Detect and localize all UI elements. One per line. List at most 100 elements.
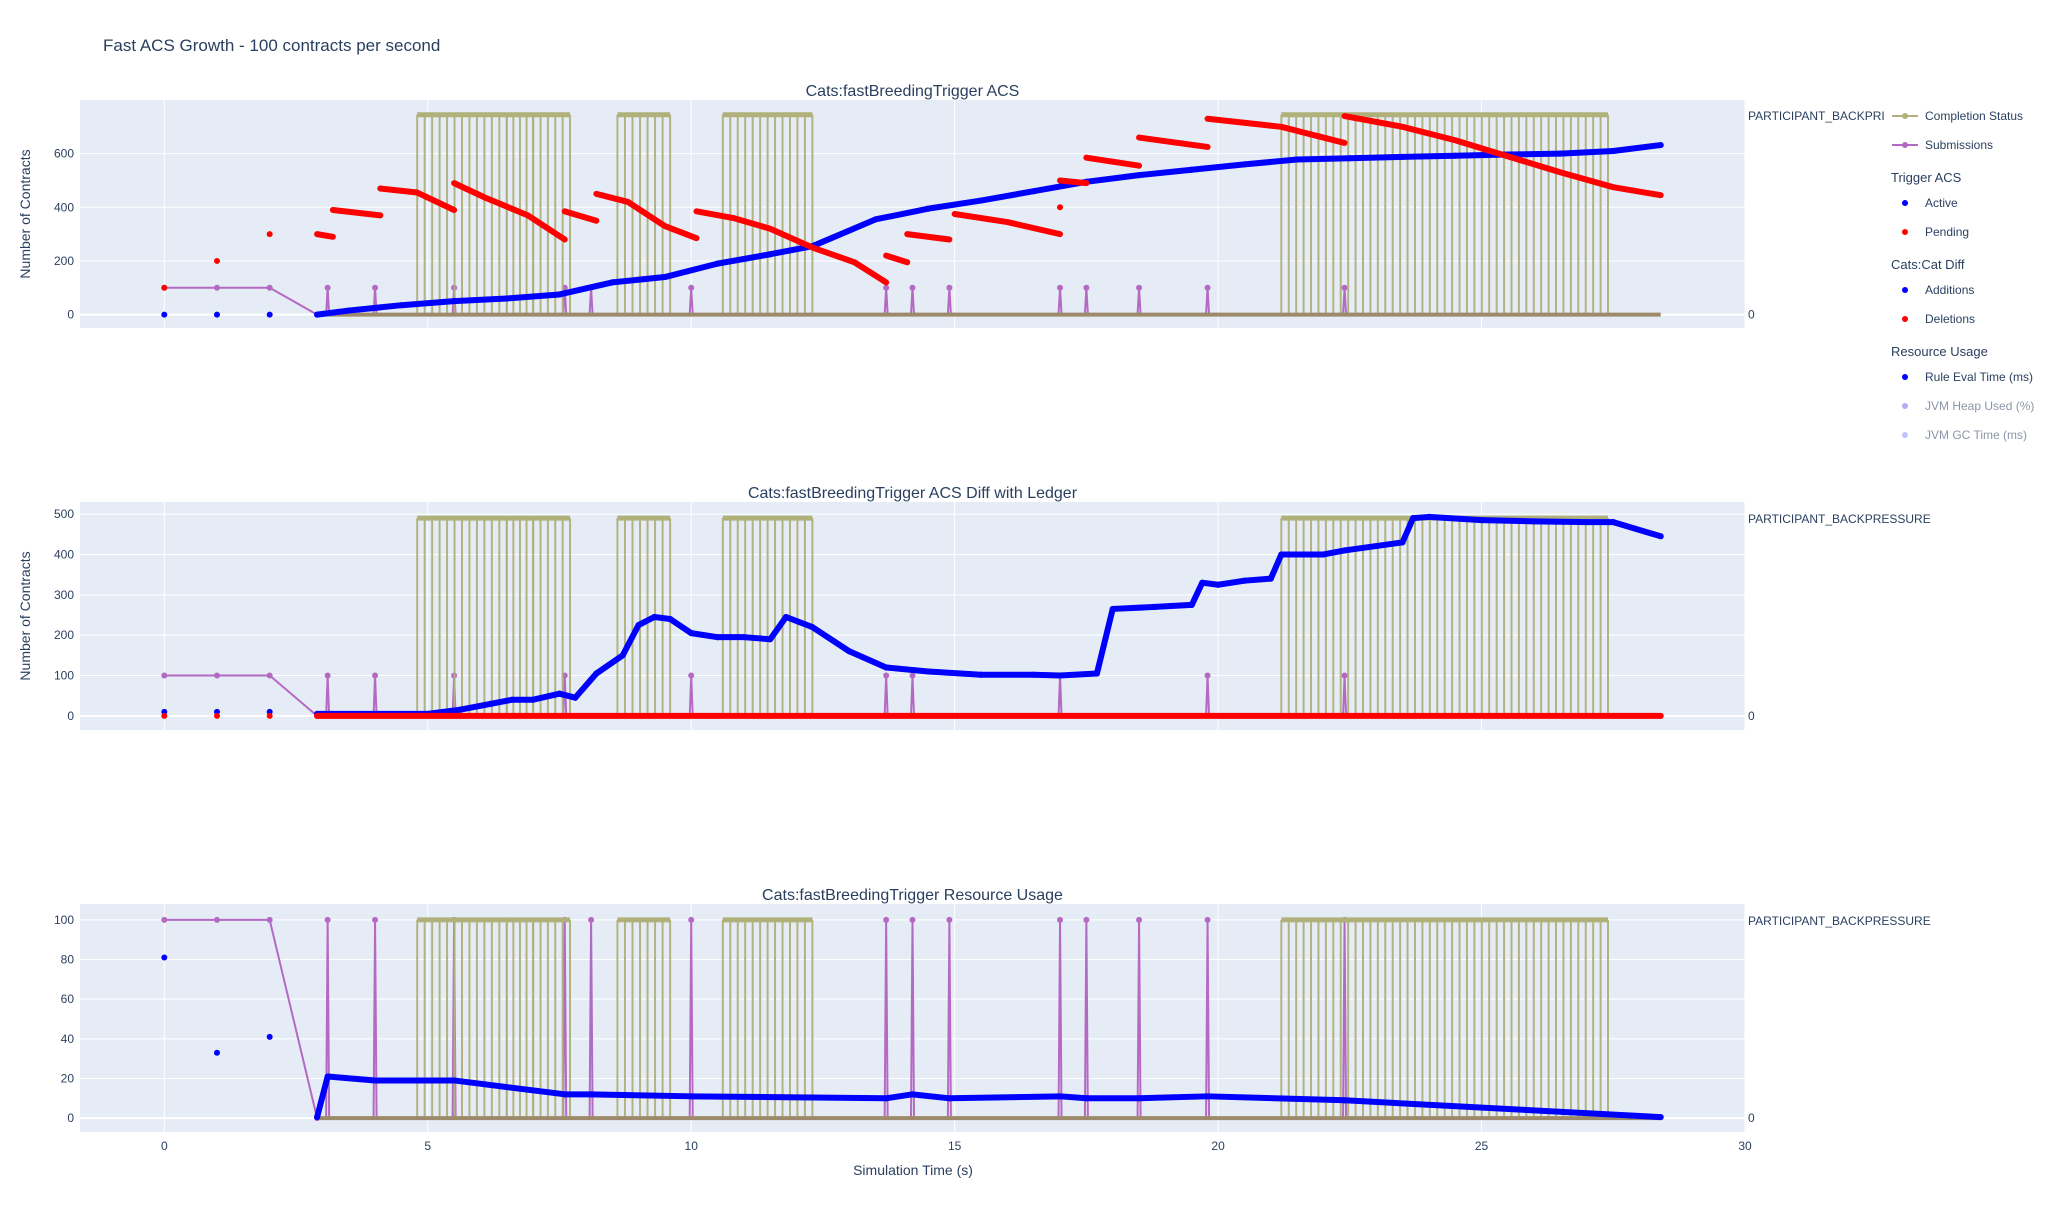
submissions-spike-point xyxy=(883,284,890,291)
y-tick-label: 200 xyxy=(54,254,74,268)
active-trail xyxy=(1504,150,1564,158)
right-axis-zero: 0 xyxy=(1748,308,1755,322)
submissions-spike-point xyxy=(1204,916,1211,923)
rule-eval-time-ms--trail xyxy=(1057,1093,1090,1102)
legend-item[interactable]: Completion Status xyxy=(1892,109,2023,123)
legend-item[interactable]: Pending xyxy=(1902,225,1969,239)
active-point xyxy=(266,311,273,318)
subplot-2: 0 100 200 300 400 500 Cats:fastBreedingTrigger… xyxy=(17,485,1931,730)
right-axis-label: PARTICIPANT_BACKPRESSURE xyxy=(1748,512,1931,526)
submissions-spike-point xyxy=(324,916,331,923)
submissions-point xyxy=(266,672,273,679)
additions-point xyxy=(1657,533,1664,540)
active-trail xyxy=(1610,142,1664,154)
x-axis-label: Simulation Time (s) xyxy=(853,1162,973,1178)
submissions-point xyxy=(213,916,220,923)
legend-item[interactable]: Additions xyxy=(1902,283,1974,297)
right-axis-zero: 0 xyxy=(1748,709,1755,723)
submissions-spike-point xyxy=(372,916,379,923)
submissions-spike-point xyxy=(688,916,695,923)
y-tick-label: 100 xyxy=(54,913,74,927)
additions-trail xyxy=(767,614,790,643)
rule-eval-time-ms--point xyxy=(213,1049,220,1056)
pending-segment xyxy=(593,190,700,242)
additions-trail xyxy=(1057,670,1100,679)
legend-swatch-marker xyxy=(1902,316,1908,322)
legend-item[interactable]: Deletions xyxy=(1902,312,1975,326)
submissions-spike-point xyxy=(688,672,695,679)
pending-segment xyxy=(1204,115,1348,146)
additions-trail xyxy=(846,648,890,671)
y-axis-label: Number of Contracts xyxy=(17,149,33,278)
subplot-title: Cats:fastBreedingTrigger ACS Diff with L… xyxy=(748,485,1078,502)
active-trail xyxy=(661,260,721,281)
y-axis-label: Number of Contracts xyxy=(17,551,33,680)
rule-eval-time-ms--trail xyxy=(688,1093,890,1102)
submissions-spike-point xyxy=(688,284,695,291)
legend-swatch-marker xyxy=(1902,229,1908,235)
active-trail xyxy=(1294,155,1353,163)
additions-trail xyxy=(688,630,721,641)
additions-trail xyxy=(809,624,853,655)
additions-trail xyxy=(883,664,932,675)
x-tick-label: 10 xyxy=(685,1139,699,1153)
rule-eval-time-ms--point xyxy=(266,1033,273,1040)
legend-item[interactable]: Submissions xyxy=(1892,138,1993,152)
deletions-point xyxy=(1657,712,1664,719)
active-trail xyxy=(925,197,984,212)
submissions-spike-point xyxy=(1341,672,1348,679)
additions-trail xyxy=(1531,518,1590,526)
legend-swatch-marker xyxy=(1902,113,1908,119)
pending-segment xyxy=(883,252,911,266)
legend-label: Pending xyxy=(1925,225,1969,239)
additions-trail xyxy=(1188,579,1206,608)
active-trail xyxy=(1136,166,1195,179)
additions-trail xyxy=(1215,577,1248,588)
active-trail xyxy=(809,216,879,250)
rule-eval-time-ms--point xyxy=(161,954,168,961)
legend-item[interactable]: JVM GC Time (ms) xyxy=(1902,428,2027,442)
rule-eval-time-ms--trail xyxy=(909,1091,953,1102)
legend-swatch-marker xyxy=(1902,432,1908,438)
deletions-point xyxy=(213,712,220,719)
active-point xyxy=(1657,142,1664,149)
submissions-point xyxy=(213,284,220,291)
submissions-point xyxy=(213,672,220,679)
right-axis-label: PARTICIPANT_BACKPRESSURE xyxy=(1748,914,1931,928)
submissions-spike-point xyxy=(1057,284,1064,291)
legend-item[interactable]: Active xyxy=(1902,196,1958,210)
active-trail xyxy=(398,298,458,309)
y-tick-label: 100 xyxy=(54,669,74,683)
legend-item[interactable]: Rule Eval Time (ms) xyxy=(1902,370,2033,384)
pending-segment xyxy=(951,211,1064,238)
pending-segment xyxy=(451,180,568,243)
active-trail xyxy=(1241,156,1301,168)
active-trail xyxy=(872,205,932,223)
submissions-spike-point xyxy=(324,672,331,679)
y-tick-label: 60 xyxy=(61,992,75,1006)
legend-item[interactable]: JVM Heap Used (%) xyxy=(1902,399,2034,413)
legend-group-title: Resource Usage xyxy=(1891,344,1988,359)
legend[interactable]: Completion Status Submissions Trigger ACS A… xyxy=(1891,109,2034,442)
pending-segment xyxy=(693,208,890,286)
submissions-spike-point xyxy=(883,916,890,923)
submissions-spike-point xyxy=(588,916,595,923)
rule-eval-time-ms--trail xyxy=(946,1093,1064,1102)
x-tick-label: 0 xyxy=(161,1139,168,1153)
y-tick-label: 400 xyxy=(54,200,74,214)
additions-trail xyxy=(593,652,626,677)
active-trail xyxy=(714,251,774,267)
legend-item: Cats:Cat Diff xyxy=(1891,257,1965,272)
submissions-spike-point xyxy=(946,284,953,291)
subplot-1: 0 200 400 600 Cats:fastBreedingTrigger ACS Nu… xyxy=(17,83,1885,328)
y-tick-label: 600 xyxy=(54,147,74,161)
rule-eval-time-ms--trail xyxy=(324,1073,379,1084)
pending-segment xyxy=(1057,177,1090,187)
y-tick-label: 0 xyxy=(67,1111,74,1125)
y-tick-label: 500 xyxy=(54,507,74,521)
figure-title: Fast ACS Growth - 100 contracts per seco… xyxy=(103,36,440,55)
active-trail xyxy=(977,188,1037,204)
deletions-point xyxy=(161,712,168,719)
